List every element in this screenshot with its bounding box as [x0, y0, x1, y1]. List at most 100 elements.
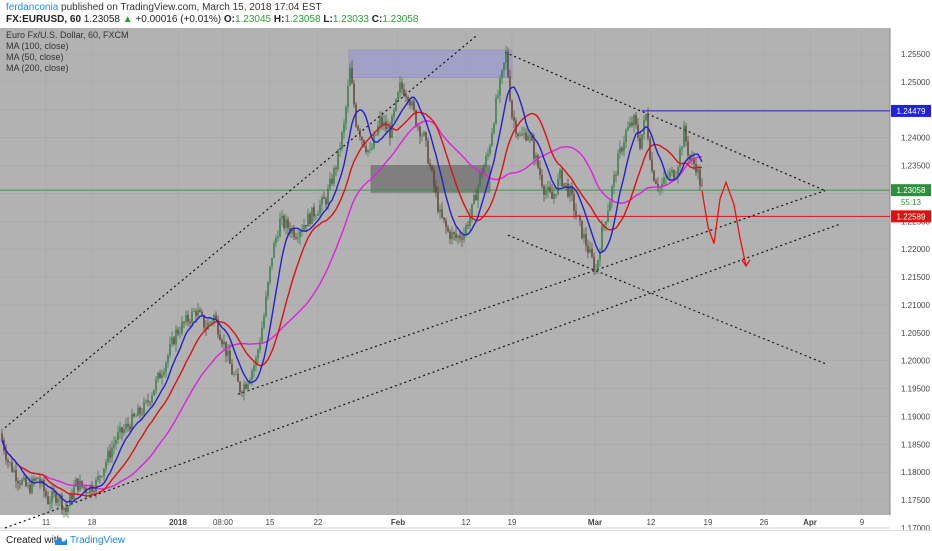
- candle-body: [131, 413, 133, 430]
- candle-body: [567, 183, 569, 197]
- candle-body: [69, 494, 71, 507]
- candle-body: [425, 132, 427, 141]
- candle-body: [541, 174, 543, 187]
- author-link[interactable]: ferdanconia: [6, 2, 59, 13]
- candle-body: [29, 485, 31, 493]
- candle-body: [619, 147, 621, 153]
- candle-body: [19, 483, 21, 485]
- candle-body: [63, 507, 65, 511]
- candle-body: [315, 215, 317, 217]
- price-tick-label: 1.22000: [901, 245, 930, 254]
- candle-body: [605, 221, 607, 225]
- candle-body: [485, 156, 487, 166]
- candle-body: [531, 135, 533, 141]
- ma100-line: [1, 111, 703, 497]
- candle-body: [389, 126, 391, 138]
- price-tick-label: 1.18500: [901, 440, 930, 449]
- candle-body: [375, 134, 377, 136]
- last-price: 1.23058: [83, 14, 120, 25]
- tradingview-brand-link[interactable]: TradingView: [70, 535, 126, 546]
- candle-body: [361, 136, 363, 140]
- candle-body: [411, 101, 413, 106]
- candle-body: [491, 132, 493, 146]
- candle-body: [539, 167, 541, 175]
- candle-body: [449, 231, 451, 240]
- candle-body: [237, 373, 239, 382]
- candle-body: [345, 107, 347, 124]
- resistance-badge: 1.24479: [897, 107, 926, 116]
- candle-body: [297, 237, 299, 239]
- candle-body: [409, 100, 411, 106]
- candle-body: [405, 96, 407, 97]
- chart-legend: Euro Fx/U.S. Dollar, 60, FXCM MA (100, c…: [6, 30, 129, 73]
- candle-body: [577, 215, 579, 217]
- candle-body: [691, 157, 693, 161]
- candle-body: [461, 238, 463, 240]
- candle-body: [387, 126, 389, 130]
- candle-body: [483, 165, 485, 175]
- candle-body: [609, 201, 611, 212]
- candle-body: [305, 225, 307, 227]
- candle-body: [121, 427, 123, 433]
- candle-body: [645, 114, 647, 120]
- time-axis[interactable]: [0, 515, 890, 530]
- candle-body: [211, 321, 213, 323]
- candle-body: [47, 496, 49, 504]
- candle-body: [123, 429, 125, 433]
- candle-body: [453, 232, 455, 234]
- zone-grey: [370, 165, 491, 193]
- candle-body: [617, 152, 619, 176]
- time-tick-label: 18: [88, 518, 97, 527]
- candle-body: [663, 177, 665, 184]
- candle-body: [65, 507, 67, 512]
- candle-body: [641, 134, 643, 149]
- candle-body: [493, 123, 495, 133]
- up-arrow-icon: ▲: [122, 14, 133, 25]
- candle-body: [159, 372, 161, 379]
- candle-body: [649, 138, 651, 160]
- candle-body: [287, 219, 289, 229]
- candle-body: [555, 193, 557, 195]
- candle-body: [451, 232, 453, 240]
- candle-body: [371, 147, 373, 150]
- candle-body: [11, 462, 13, 472]
- candle-body: [37, 477, 39, 479]
- plot-background: [0, 28, 890, 515]
- price-chart[interactable]: 1.255001.250001.245001.240001.235001.230…: [0, 28, 932, 530]
- candle-body: [443, 217, 445, 221]
- high-label: H:: [273, 14, 285, 25]
- candle-body: [187, 314, 189, 322]
- price-tick-label: 1.21500: [901, 273, 930, 282]
- candle-body: [129, 426, 131, 430]
- candle-body: [401, 82, 403, 90]
- candle-body: [319, 204, 321, 214]
- candle-body: [489, 145, 491, 154]
- candle-body: [367, 150, 369, 152]
- candle-body: [247, 383, 249, 389]
- candle-body: [447, 227, 449, 232]
- candle-body: [625, 130, 627, 143]
- candle-body: [163, 371, 165, 376]
- candle-body: [679, 149, 681, 168]
- candle-body: [417, 126, 419, 127]
- candle-body: [133, 413, 135, 417]
- candle-body: [151, 395, 153, 403]
- zones: [348, 49, 513, 193]
- candle-body: [253, 365, 255, 371]
- candle-body: [117, 432, 119, 440]
- candle-body: [263, 316, 265, 328]
- candle-body: [145, 400, 147, 402]
- candle-body: [431, 165, 433, 171]
- candle-body: [157, 372, 159, 380]
- trendline: [4, 223, 841, 529]
- candle-body: [261, 327, 263, 342]
- candle-body: [267, 282, 269, 297]
- candle-body: [189, 321, 191, 323]
- candle-body: [185, 314, 187, 323]
- candle-body: [385, 121, 387, 130]
- tradingview-logo-icon: [55, 538, 67, 545]
- footer: Created with TradingView: [0, 530, 932, 551]
- zone-blue: [348, 49, 513, 78]
- candle-body: [217, 319, 219, 335]
- candle-body: [81, 480, 83, 487]
